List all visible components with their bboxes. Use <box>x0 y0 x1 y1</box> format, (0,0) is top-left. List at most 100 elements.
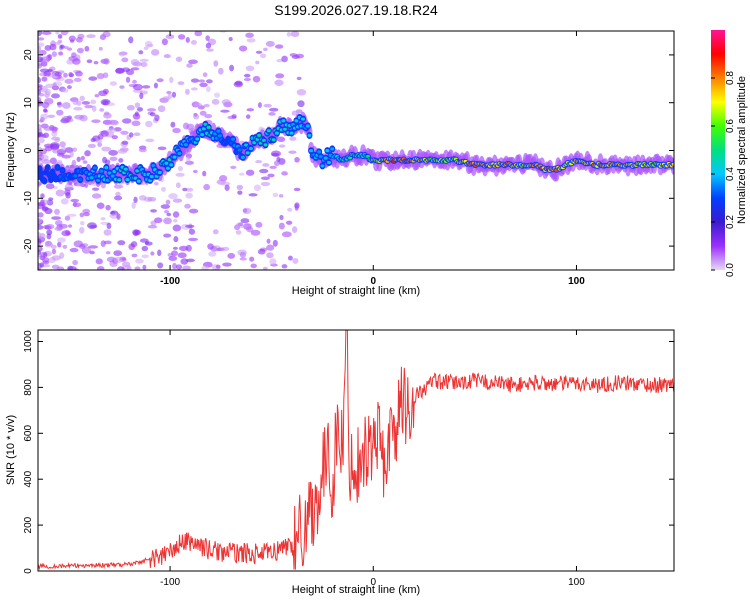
spectrogram-noise-cell <box>185 88 190 95</box>
spectrogram-noise-cell <box>87 143 96 149</box>
spectrogram-noise-cell <box>39 117 45 123</box>
snr-data-point <box>342 444 344 446</box>
spectrogram-noise-cell <box>122 118 132 124</box>
spectrogram-noise-cell <box>74 114 85 120</box>
snr-data-point <box>328 455 330 457</box>
colorbar-gradient <box>711 30 725 270</box>
spectrogram-noise-cell <box>46 229 53 236</box>
spectrogram-noise-cell <box>75 71 83 77</box>
spectrogram-noise-cell <box>130 58 140 66</box>
spectrogram-noise-cell <box>51 255 61 261</box>
spectrogram-noise-cell <box>39 68 50 73</box>
spectrogram-noise-cell <box>249 256 255 262</box>
spectrogram-noise-cell <box>235 230 242 235</box>
spectrogram-noise-cell <box>106 128 117 134</box>
snr-y-tick-label: 200 <box>23 516 34 533</box>
spectrogram-noise-cell <box>67 47 73 51</box>
colorbar: 0.0 0.2 0.4 0.6 0.8 Normalized spectral ampl… <box>711 30 748 277</box>
spectrogram-noise-cell <box>96 202 105 210</box>
spectrogram-noise-cell <box>269 107 279 112</box>
snr-data-point <box>271 552 273 554</box>
spectrogram-noise-cell <box>172 262 177 270</box>
spectrogram-noise-cell <box>108 149 118 156</box>
spectrogram-noise-cell <box>100 130 109 137</box>
spectrogram-noise-cell <box>98 46 103 51</box>
spectrogram-ridge-core <box>136 179 141 183</box>
snr-data-point <box>433 380 435 382</box>
spectrogram-noise-cell <box>89 250 95 255</box>
spectrogram-noise-cell <box>172 246 178 250</box>
spectrogram-noise-cell <box>50 244 57 250</box>
spectrogram-noise-cell <box>117 240 126 246</box>
spectrogram-ridge-core <box>45 165 50 170</box>
spectrogram-ridge-core <box>206 125 211 129</box>
spectrogram-y-label: Frequency (Hz) <box>5 112 17 188</box>
spectrogram-ridge-core <box>307 133 312 138</box>
spectrogram-noise-cell <box>94 93 100 98</box>
spectrogram-ridge-core <box>320 164 325 168</box>
spectrogram-ridge-core <box>300 117 305 121</box>
spectrogram-noise-cell <box>185 187 194 192</box>
spectrogram-noise-cell <box>206 86 211 93</box>
spectrogram-noise-cell <box>68 35 76 42</box>
snr-data-point <box>555 383 557 385</box>
spectrogram-y-tick-label: -10 <box>23 191 34 206</box>
spectrogram-noise-cell <box>190 87 198 91</box>
spectrogram-noise-cell <box>237 190 243 195</box>
spectrogram-noise-cell <box>67 266 77 270</box>
spectrogram-noise-cell <box>125 76 131 83</box>
snr-data-point <box>336 432 338 434</box>
spectrogram-noise-cell <box>86 59 93 64</box>
snr-data-point <box>129 563 131 565</box>
spectrogram-ridge-core <box>60 168 65 172</box>
spectrogram-noise-cell <box>90 99 97 105</box>
spectrogram-noise-cell <box>190 40 198 45</box>
spectrogram-noise-cell <box>286 32 292 37</box>
spectrogram-noise-cell <box>55 189 65 197</box>
spectrogram-noise-cell <box>38 100 43 107</box>
spectrogram-noise-cell <box>38 264 41 270</box>
spectrogram-noise-cell <box>295 53 304 59</box>
colorbar-tick-label: 0.6 <box>725 119 736 133</box>
spectrogram-noise-cell <box>182 265 191 270</box>
spectrogram-noise-cell <box>165 199 171 205</box>
spectrogram-ridge-core <box>318 154 323 159</box>
snr-y-axis: 0 200 400 600 800 1000 <box>23 330 674 574</box>
spectrogram-noise-cell <box>250 263 257 269</box>
spectrogram-noise-cell <box>44 97 54 105</box>
spectrogram-noise-cell <box>79 226 85 234</box>
spectrogram-ridge-core <box>39 171 44 176</box>
spectrogram-noise-cell <box>103 58 110 65</box>
spectrogram-noise-cell <box>38 63 43 69</box>
spectrogram-noise-cell <box>46 233 52 240</box>
spectrogram-noise-cell <box>212 229 219 235</box>
spectrogram-noise-cell <box>168 193 178 200</box>
snr-data-point <box>383 460 385 462</box>
spectrogram-noise-cell <box>105 204 111 211</box>
spectrogram-noise-cell <box>132 113 141 120</box>
spectrogram-noise-cell <box>121 57 129 63</box>
spectrogram-noise-cell <box>194 31 203 37</box>
spectrogram-noise-cell <box>165 34 175 40</box>
spectrogram-noise-cell <box>278 157 286 165</box>
spectrogram-noise-cell <box>47 68 53 73</box>
spectrogram-noise-cell <box>266 244 275 251</box>
spectrogram-noise-cell <box>260 53 267 59</box>
spectrogram-noise-cell <box>229 64 235 72</box>
snr-panel: 0 200 400 600 800 1000 -100 0 100 Height of str… <box>5 329 675 596</box>
spectrogram-noise-cell <box>277 136 286 143</box>
spectrogram-ridge-core <box>281 119 286 123</box>
spectrogram-noise-cell <box>228 36 233 42</box>
spectrogram-noise-cell <box>269 258 277 265</box>
spectrogram-noise-cell <box>291 226 298 234</box>
spectrogram-noise-cell <box>38 217 43 225</box>
spectrogram-noise-cell <box>267 173 275 178</box>
spectrogram-ridge-core <box>248 146 253 151</box>
spectrogram-noise-cell <box>255 50 263 54</box>
snr-data-point <box>366 451 368 453</box>
spectrogram-noise-cell <box>44 242 54 248</box>
spectrogram-noise-cell <box>51 51 57 57</box>
spectrogram-noise-cell <box>120 130 129 135</box>
spectrogram-noise-cell <box>133 132 141 137</box>
spectrogram-noise-cell <box>68 71 73 78</box>
